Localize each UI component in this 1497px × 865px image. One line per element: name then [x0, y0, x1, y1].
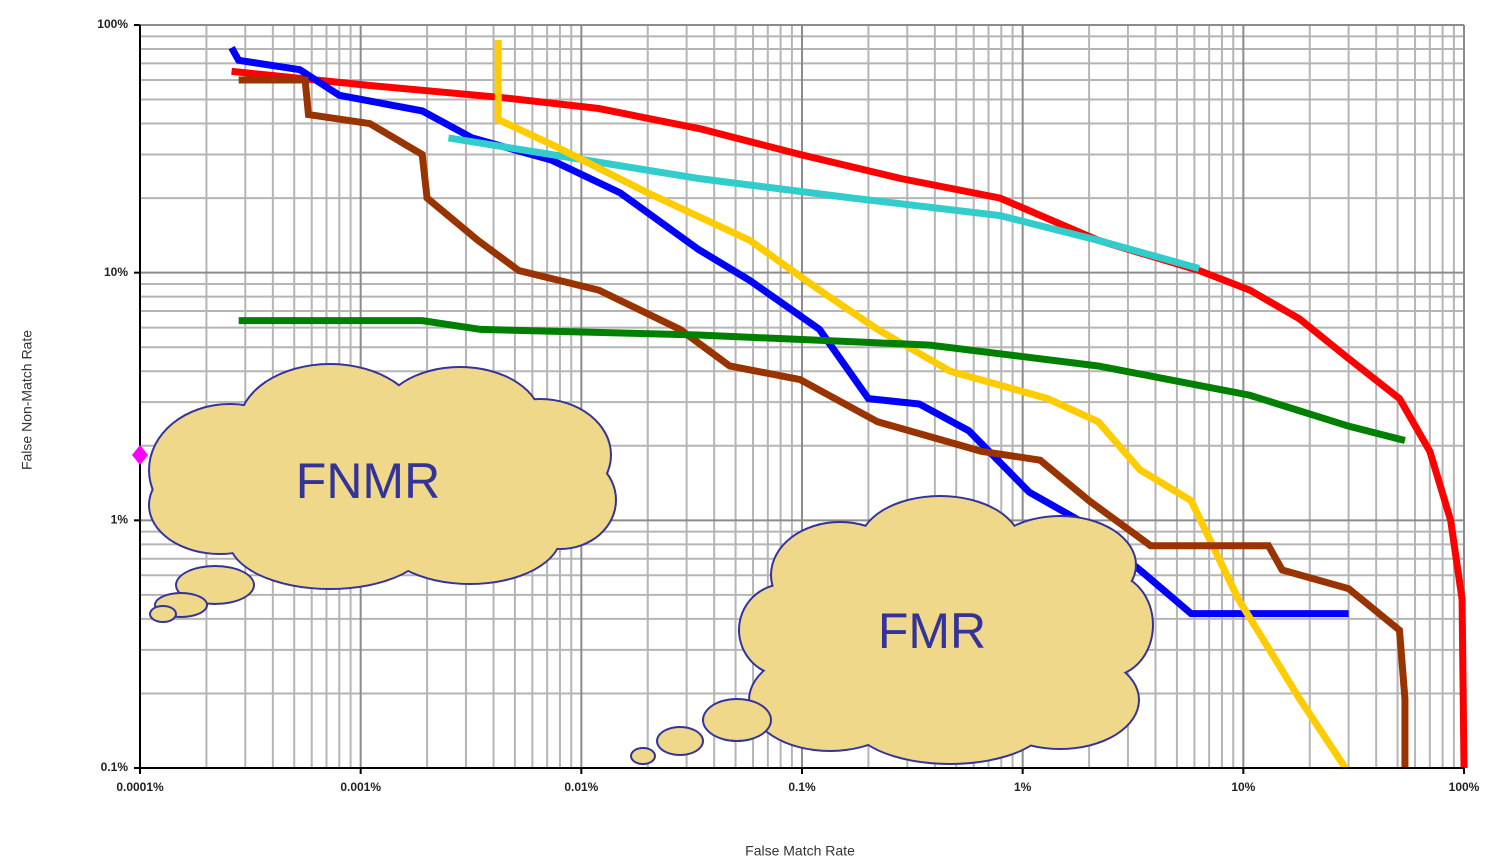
y-axis-title: False Non-Match Rate — [19, 330, 35, 470]
x-tick-label: 0.001% — [340, 780, 381, 794]
x-tick-label: 100% — [1449, 780, 1480, 794]
y-tick-label: 0.1% — [101, 760, 129, 774]
annotation: FNMR — [296, 453, 440, 509]
cloud-fill — [151, 607, 175, 621]
cloud-fill — [632, 749, 654, 763]
y-tick-label: 100% — [97, 17, 128, 31]
cloud-fill — [658, 728, 702, 754]
x-tick-label: 0.1% — [788, 780, 816, 794]
cloud-fill — [704, 700, 770, 740]
chart: False Match Rate False Non-Match Rate 0.… — [0, 0, 1497, 865]
y-tick-label: 1% — [111, 513, 129, 527]
x-tick-label: 10% — [1231, 780, 1255, 794]
marker — [132, 445, 148, 465]
x-tick-label: 0.01% — [564, 780, 598, 794]
annotation: FMR — [878, 603, 986, 659]
y-tick-label: 10% — [104, 265, 128, 279]
x-axis-title: False Match Rate — [745, 843, 855, 859]
x-tick-label: 0.0001% — [116, 780, 164, 794]
x-tick-label: 1% — [1014, 780, 1032, 794]
